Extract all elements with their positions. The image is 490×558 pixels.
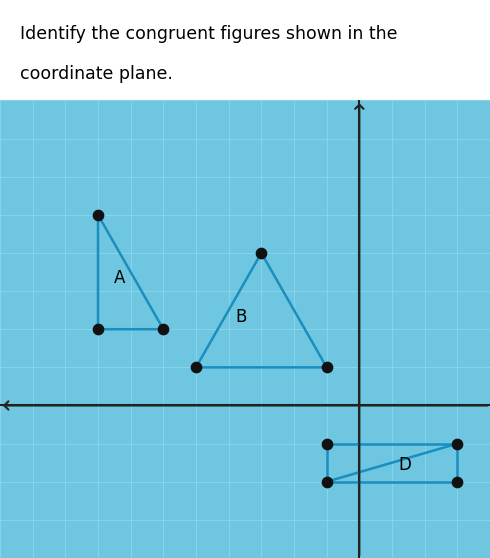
Point	[323, 477, 331, 486]
Text: D: D	[398, 456, 412, 474]
Point	[94, 210, 102, 219]
Point	[453, 439, 461, 448]
Text: B: B	[235, 307, 246, 326]
Point	[453, 477, 461, 486]
Text: Identify the congruent figures shown in the: Identify the congruent figures shown in …	[20, 25, 397, 43]
Text: coordinate plane.: coordinate plane.	[20, 65, 172, 83]
Point	[94, 325, 102, 334]
Point	[323, 439, 331, 448]
Point	[192, 363, 200, 372]
Point	[159, 325, 167, 334]
Text: A: A	[114, 270, 126, 287]
Point	[257, 248, 265, 257]
Point	[323, 363, 331, 372]
